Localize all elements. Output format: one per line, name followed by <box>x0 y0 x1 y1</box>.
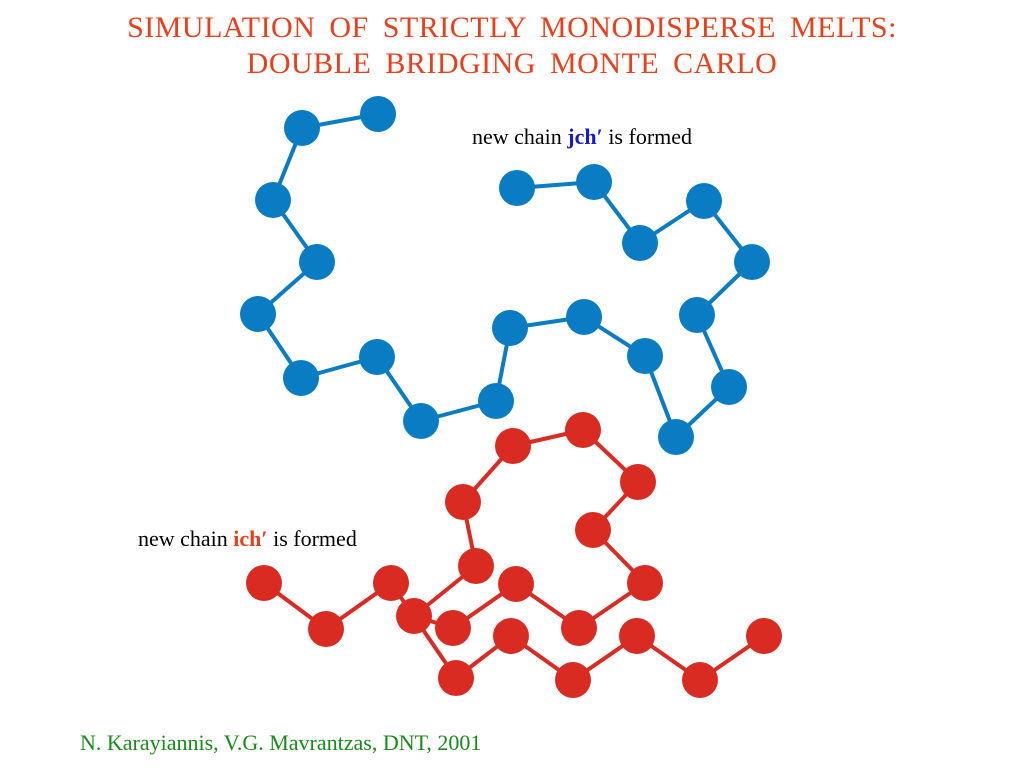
label-jch-suffix: is formed <box>602 124 693 149</box>
monomer-bead <box>492 310 528 346</box>
label-ich-suffix: is formed <box>267 526 357 551</box>
monomer-bead <box>284 110 320 146</box>
label-new-chain-ich: new chain ich′ is formed <box>138 526 357 552</box>
monomer-bead <box>746 618 782 654</box>
monomer-bead <box>283 360 319 396</box>
label-ich-prefix: new chain <box>138 526 234 551</box>
monomer-bead <box>458 548 494 584</box>
monomer-bead <box>575 512 611 548</box>
monomer-bead <box>682 662 718 698</box>
red-chain-2 <box>396 412 663 646</box>
monomer-bead <box>308 611 344 647</box>
monomer-bead <box>622 225 658 261</box>
monomer-bead <box>403 403 439 439</box>
monomer-bead <box>658 419 694 455</box>
monomer-bead <box>565 412 601 448</box>
monomer-bead <box>734 244 770 280</box>
monomer-bead <box>627 338 663 374</box>
label-new-chain-jch: new chain jch′ is formed <box>472 124 692 150</box>
label-jch-name: jch′ <box>567 124 603 149</box>
red-chain-1 <box>246 565 782 698</box>
monomer-bead <box>686 183 722 219</box>
monomer-bead <box>478 383 514 419</box>
monomer-bead <box>499 170 535 206</box>
monomer-bead <box>493 618 529 654</box>
monomer-bead <box>360 96 396 132</box>
monomer-bead <box>627 565 663 601</box>
label-jch-prefix: new chain <box>472 124 568 149</box>
monomer-bead <box>679 297 715 333</box>
monomer-bead <box>498 566 534 602</box>
monomer-bead <box>373 565 409 601</box>
label-ich-name: ich′ <box>233 526 268 551</box>
monomer-bead <box>299 244 335 280</box>
monomer-bead <box>711 369 747 405</box>
monomer-bead <box>495 428 531 464</box>
monomer-bead <box>246 565 282 601</box>
monomer-bead <box>576 164 612 200</box>
monomer-bead <box>555 662 591 698</box>
blue-chain-1 <box>240 96 770 455</box>
monomer-bead <box>445 484 481 520</box>
monomer-bead <box>566 299 602 335</box>
slide-title: SIMULATION OF STRICTLY MONODISPERSE MELT… <box>0 10 1024 82</box>
monomer-bead <box>396 598 432 634</box>
monomer-bead <box>359 339 395 375</box>
title-line-1: SIMULATION OF STRICTLY MONODISPERSE MELT… <box>127 11 897 44</box>
monomer-bead <box>255 182 291 218</box>
citation: N. Karayiannis, V.G. Mavrantzas, DNT, 20… <box>80 730 482 755</box>
title-line-2: DOUBLE BRIDGING MONTE CARLO <box>246 47 778 80</box>
monomer-bead <box>561 610 597 646</box>
monomer-bead <box>435 610 471 646</box>
monomer-bead <box>438 660 474 696</box>
monomer-bead <box>240 296 276 332</box>
monomer-bead <box>619 618 655 654</box>
monomer-bead <box>620 464 656 500</box>
